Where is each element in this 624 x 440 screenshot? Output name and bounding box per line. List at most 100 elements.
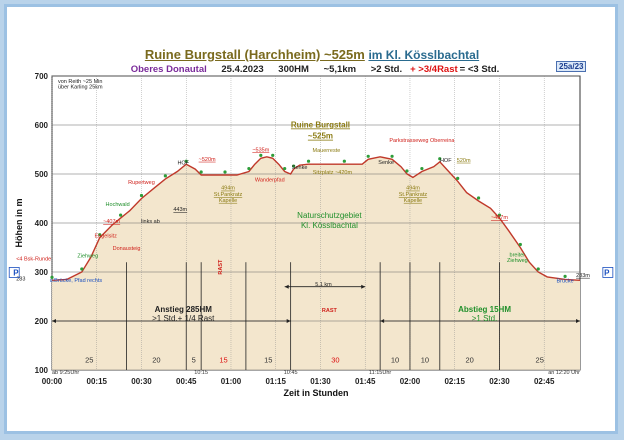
subtitle-rast: + >3/4Rast	[410, 64, 458, 75]
x-tick-label: 01:00	[221, 377, 242, 386]
x-tick-label: 00:15	[87, 377, 108, 386]
subtitle-total: = <3 Std.	[459, 64, 500, 75]
x-tick-label: 02:00	[400, 377, 421, 386]
x-tick-label: 00:30	[131, 377, 152, 386]
annotation-label: 283	[16, 276, 25, 282]
annotation-label: ~525m	[308, 132, 333, 141]
profile-line	[51, 156, 581, 281]
x-tick-label: 02:30	[489, 377, 510, 386]
title-region: im Kl. Kösslbachtal	[368, 48, 480, 62]
annotation-label: ~520m	[199, 157, 216, 163]
annotation-label: Kl. Kösslbachtal	[301, 221, 358, 230]
tour-badge: 25a/23	[556, 61, 587, 72]
subtitle-date: 25.4.2023	[221, 64, 264, 75]
x-tick-label: 00:45	[176, 377, 197, 386]
terrain-fill	[52, 156, 580, 370]
tree-marker	[405, 169, 409, 173]
y-tick-label: 400	[35, 219, 49, 228]
annotation-label: links ab	[141, 219, 160, 225]
time-marker-label: ab 9:25Uhr	[52, 370, 79, 376]
x-tick-label: 02:15	[444, 377, 465, 386]
annotation-label: Senke	[378, 160, 394, 166]
segment-time-label: 25	[85, 356, 93, 365]
annotation-label: Abstieg 15HM	[458, 305, 511, 314]
segment-time-label: 10	[421, 356, 429, 365]
subtitle-hm: 300HM	[278, 64, 309, 75]
segment-time-label: 10	[391, 356, 399, 365]
x-tick-label: 02:45	[534, 377, 555, 386]
x-tick-label: 01:45	[355, 377, 376, 386]
tree-marker	[98, 233, 102, 237]
segment-time-label: 5	[192, 356, 196, 365]
tree-marker	[342, 159, 346, 163]
time-marker-label: 11:15Uhr	[369, 370, 391, 376]
segment-time-label: 15	[219, 356, 227, 365]
annotation-label: von Reith ~25 Min	[58, 79, 102, 85]
tree-marker	[259, 153, 263, 157]
tree-marker	[283, 166, 287, 171]
tree-marker	[306, 159, 311, 163]
annotation-label: 494m	[406, 186, 420, 192]
time-marker-label: 10:45	[284, 370, 298, 376]
y-tick-label: 300	[35, 268, 49, 277]
y-tick-label: 200	[35, 317, 49, 326]
tree-marker	[247, 166, 251, 171]
annotation-label: Naturschutzgebiet	[297, 211, 362, 220]
ascent-bracket-head-left	[52, 319, 56, 323]
tree-marker	[456, 176, 460, 180]
parking-box	[602, 267, 614, 278]
annotation-label: Ziehweg	[77, 253, 98, 259]
ascent-bracket-head-right	[286, 319, 291, 323]
descent-bracket-head-left	[380, 319, 385, 323]
y-tick-label: 700	[35, 72, 49, 81]
tree-marker	[199, 170, 203, 174]
annotation-label: >1 Std.+ 1/4 Rast	[152, 314, 215, 323]
subtitle-distance: ~5,1km	[323, 64, 357, 75]
descent-bracket-head-right	[576, 319, 580, 323]
subtitle-row: Oberes Donautal 25.4.2023 300HM ~5,1km >…	[0, 64, 624, 75]
segment-time-label: 30	[331, 356, 339, 365]
annotation-label: Engelsitz	[95, 234, 118, 240]
time-marker-label: 10:15	[194, 370, 208, 376]
tree-marker	[390, 154, 394, 158]
distance-arrow-head-left	[284, 284, 289, 289]
subtitle-area: Oberes Donautal	[130, 64, 207, 75]
annotation-label: Kapelle	[219, 198, 237, 204]
annotation-label: ~407m	[103, 219, 120, 225]
annotation-label: RAST	[322, 308, 338, 314]
y-axis-title: Höhen in m	[14, 199, 24, 248]
segment-time-label: 25	[536, 356, 544, 365]
tree-marker	[497, 213, 502, 217]
tree-marker	[366, 154, 370, 158]
x-tick-label: 00:00	[42, 377, 63, 386]
annotation-label: Sitzplatz ~420m	[313, 170, 353, 176]
annotation-label: P	[13, 268, 19, 277]
tree-marker	[271, 153, 275, 157]
segment-time-label: 15	[264, 356, 272, 365]
chart-title: Ruine Burgstall (Harchheim) ~525m im Kl.…	[0, 47, 624, 62]
annotation-label: <4 Bsk-Runde	[16, 257, 51, 263]
tree-marker	[223, 170, 227, 174]
annotation-label: Anstieg 285HM	[155, 305, 213, 314]
y-tick-label: 600	[35, 121, 49, 130]
tree-marker	[438, 157, 442, 161]
subtitle-duration: >2 Std.	[370, 64, 403, 75]
x-tick-label: 01:30	[310, 377, 331, 386]
annotation-label: St.Pankratz	[399, 192, 428, 198]
x-tick-label: 01:15	[265, 377, 286, 386]
annotation-label: Wanderpfad	[255, 177, 285, 183]
tree-marker	[536, 267, 540, 271]
annotation-label: RAST	[218, 259, 224, 275]
annotation-label: HOF	[177, 161, 189, 167]
annotation-label: Kapelle	[404, 198, 422, 204]
annotation-label: P	[604, 268, 610, 277]
tree-marker	[476, 196, 481, 200]
tree-marker	[139, 193, 144, 198]
tree-marker	[119, 213, 123, 217]
title-main: Ruine Burgstall (Harchheim) ~525m	[144, 47, 365, 62]
annotation-label: HOF	[440, 158, 452, 164]
distance-arrow-head-right	[361, 284, 366, 289]
y-tick-label: 500	[35, 170, 49, 179]
tree-marker	[420, 166, 424, 171]
